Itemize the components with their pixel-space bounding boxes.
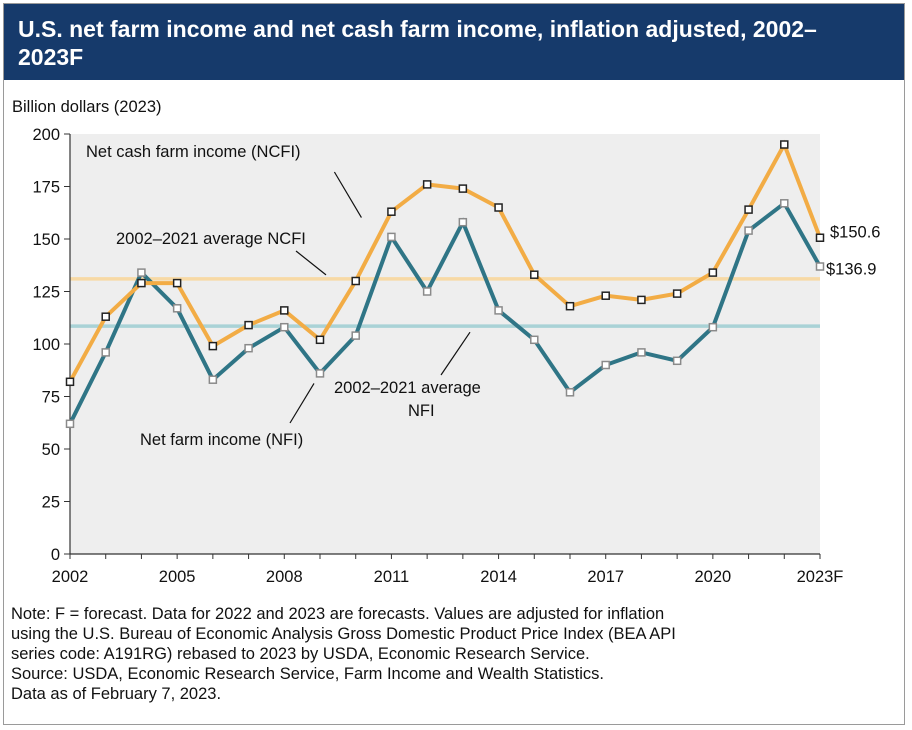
x-tick-label: 2014 [480,568,517,586]
data-point-nfi [815,262,825,271]
nfi-series-label: Net farm income (NFI) [140,431,303,449]
data-markers [65,140,825,429]
series-lines [68,139,822,425]
data-point-ncfi [422,180,432,189]
data-point-nfi [708,322,718,332]
data-point-ncfi [494,203,503,212]
x-tick-label: 2002 [52,568,89,586]
data-point-ncfi [387,207,396,216]
data-point-nfi [315,369,325,378]
data-point-nfi [244,343,253,353]
x-tick-label: 2005 [159,568,196,586]
ncfi-series-label: Net cash farm income (NCFI) [86,143,301,161]
average-lines [70,277,820,328]
data-point-nfi [744,226,753,235]
y-tick-label: 25 [42,494,60,512]
y-tick-label: 125 [32,284,60,302]
data-point-nfi [101,348,110,357]
data-point-ncfi [815,233,825,242]
y-tick-label: 175 [32,179,60,197]
nfi-leader-line [289,383,315,424]
data-point-nfi [137,268,146,277]
data-point-ncfi [65,377,75,387]
nfi-average-label-line1: 2002–2021 average [334,379,481,397]
data-point-ncfi [101,312,110,321]
data-point-nfi [780,199,789,208]
title-bar: U.S. net farm income and net cash farm i… [4,4,904,80]
y-tick-label: 50 [42,441,60,459]
axes: 0 25 50 75 100 125 150 175 200 2002 2005 2008 2011 20… [32,126,843,586]
y-tick-label: 200 [32,126,60,144]
data-point-nfi [672,356,682,366]
x-tick-label: 2017 [587,568,624,586]
data-point-ncfi [280,306,289,315]
data-point-ncfi [780,140,789,149]
x-tick-label: 2020 [694,568,731,586]
plot-background [70,134,820,554]
data-point-nfi [351,331,360,340]
data-point-ncfi [530,270,539,279]
data-point-nfi [565,388,575,397]
data-point-ncfi [351,276,360,286]
x-tick-label: 2008 [266,568,303,586]
data-point-nfi [494,306,503,315]
y-axis-label: Billion dollars (2023) [12,98,162,116]
annotations: Net cash farm income (NCFI) 2002–2021 ave… [86,143,880,449]
ncfi-average-leader-line [295,250,327,276]
nfi-average-label-line2: NFI [408,402,435,420]
ncfi-end-value: $150.6 [830,224,880,242]
data-point-nfi [387,232,396,242]
ncfi-average-label: 2002–2021 average NCFI [116,230,306,248]
x-tick-label: 2011 [374,568,409,586]
source-note: Note: F = forecast. Data for 2022 and 20… [11,605,676,703]
data-point-nfi [530,335,539,345]
data-point-ncfi [672,289,682,298]
chart-title: U.S. net farm income and net cash farm i… [18,16,817,70]
data-point-ncfi [601,291,610,300]
data-point-nfi [208,375,218,384]
series-line-nfi [68,200,822,425]
data-point-ncfi [208,341,218,351]
data-point-nfi [637,348,646,357]
nfi-average-leader-line [440,331,471,376]
data-point-ncfi [244,320,253,330]
data-point-ncfi [565,301,575,311]
data-point-nfi [280,322,289,332]
y-tick-label: 150 [32,231,60,249]
data-point-ncfi [458,184,468,193]
data-point-ncfi [315,335,325,345]
data-point-ncfi [744,205,753,214]
data-point-nfi [172,304,182,313]
chart-figure: U.S. net farm income and net cash farm i… [3,3,905,725]
y-tick-label: 0 [51,546,60,564]
y-tick-label: 100 [32,336,60,354]
data-point-nfi [422,287,432,296]
y-tick-label: 75 [42,389,60,407]
data-point-ncfi [172,278,182,288]
data-point-nfi [65,419,75,429]
data-point-ncfi [137,278,146,288]
data-point-nfi [458,217,468,227]
nfi-end-value: $136.9 [826,261,876,279]
x-tick-label: 2023F [797,568,844,586]
data-point-ncfi [708,268,718,277]
line-chart: Billion dollars (2023) 0 25 50 75 100 125 150 1… [12,98,880,586]
ncfi-leader-line [333,171,362,218]
data-point-ncfi [637,295,646,305]
series-line-ncfi [68,139,822,383]
data-point-nfi [601,360,610,370]
